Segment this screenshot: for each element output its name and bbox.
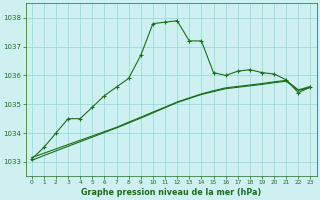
X-axis label: Graphe pression niveau de la mer (hPa): Graphe pression niveau de la mer (hPa)	[81, 188, 261, 197]
